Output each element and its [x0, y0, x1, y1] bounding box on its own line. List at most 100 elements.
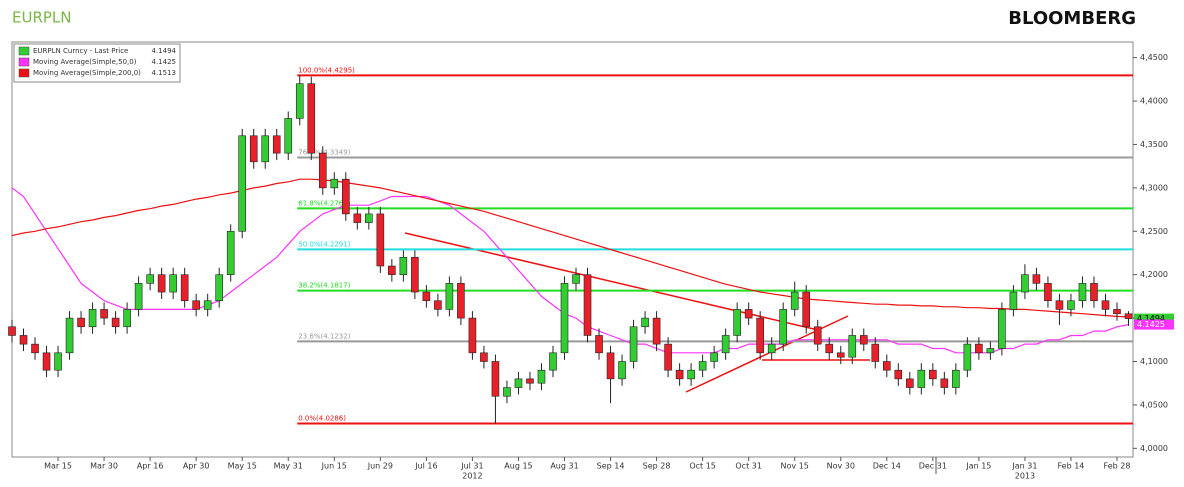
y-tick-label: 4,4000	[1140, 97, 1168, 106]
candle-body	[779, 309, 787, 345]
candle-body	[871, 343, 880, 362]
candle-body	[560, 283, 569, 354]
candle-body	[65, 317, 74, 354]
x-tick-label: Jan 31	[1011, 462, 1037, 471]
candle-body	[583, 274, 592, 336]
candle-body	[641, 317, 649, 328]
candle-body	[503, 387, 511, 397]
candle-body	[572, 274, 580, 284]
level-label: 38.2%(4.1817)	[298, 282, 350, 290]
candle-body	[618, 361, 626, 380]
legend-value: 4.1494	[152, 47, 177, 55]
candle-body	[376, 213, 385, 267]
x-tick-label: Dec 14	[873, 462, 901, 471]
x-tick-label: Jun 29	[367, 462, 393, 471]
value-tag-label: 4.1494	[1137, 314, 1165, 323]
candle-body	[342, 178, 350, 215]
candle-body	[157, 274, 166, 293]
candle-body	[756, 317, 764, 354]
candle-body	[169, 274, 177, 293]
candle-body	[1078, 283, 1087, 302]
candle-body	[664, 343, 672, 371]
candle-body	[606, 352, 615, 380]
level-label: 50.0%(4.2291)	[298, 240, 350, 248]
candle-body	[307, 83, 316, 154]
candle-body	[399, 257, 408, 275]
x-tick-label: Oct 31	[735, 462, 762, 471]
candle-body	[318, 152, 327, 189]
candle-body	[491, 361, 500, 397]
y-tick-label: 4,0500	[1140, 400, 1168, 409]
candle-body	[537, 369, 546, 384]
x-tick-label: Nov 30	[827, 462, 855, 471]
candle-body	[192, 300, 200, 310]
candle-body	[388, 265, 396, 275]
legend-value: 4.1513	[152, 69, 177, 77]
x-tick-label: Aug 31	[550, 462, 578, 471]
legend-box	[13, 43, 181, 83]
candle-body	[963, 343, 972, 371]
candle-body	[249, 135, 258, 163]
legend-swatch	[18, 46, 30, 56]
x-tick-label: Jun 15	[321, 462, 347, 471]
legend: EURPLN Curncy - Last Price 4.1494 Moving A…	[13, 43, 181, 83]
y-tick-label: 4,2500	[1140, 227, 1168, 236]
y-tick-label: 4,2000	[1140, 270, 1168, 279]
legend-value: 4.1425	[152, 58, 177, 66]
level-label: 61.8%(4.2764)	[298, 199, 350, 207]
candle-body	[284, 118, 293, 154]
candle-body	[422, 291, 431, 302]
candle-body	[813, 326, 822, 345]
candle-body	[180, 274, 189, 302]
candle-body	[330, 178, 339, 189]
value-tag	[1134, 319, 1174, 330]
candle-body	[295, 83, 304, 119]
candle-body	[698, 361, 707, 371]
candle-body	[940, 378, 949, 388]
candle-body	[54, 352, 62, 371]
candle-body	[952, 369, 960, 388]
candle-body	[882, 361, 891, 371]
x-tick-label: Sep 14	[597, 462, 625, 471]
x-tick-label: Jul 16	[414, 462, 437, 471]
x-tick-label: Feb 28	[1104, 462, 1131, 471]
candle-body	[1101, 300, 1110, 310]
candle-body	[894, 369, 903, 380]
legend-label: Moving Average(Simple,50,0)	[33, 58, 137, 66]
x-tick-label: Nov 15	[781, 462, 809, 471]
candle-body	[526, 378, 534, 384]
ma-line	[11, 178, 1129, 318]
candle-body	[1090, 283, 1098, 302]
candle-body	[31, 343, 39, 354]
candle-body	[825, 343, 834, 354]
candle-body	[859, 335, 868, 345]
candle-body	[1124, 313, 1133, 319]
x-tick-label: Sep 28	[643, 462, 671, 471]
candle-body	[986, 348, 995, 354]
candle-body	[480, 352, 488, 362]
x-tick-label: Mar 30	[90, 462, 118, 471]
candle-body	[1044, 283, 1052, 302]
y-tick-label: 4,3500	[1140, 140, 1168, 149]
legend-label: Moving Average(Simple,200,0)	[33, 69, 141, 77]
legend-label: EURPLN Curncy - Last Price	[33, 47, 128, 55]
candle-body	[975, 343, 983, 354]
candle-body	[146, 274, 154, 284]
x-tick-label: Jul 31	[460, 462, 483, 471]
candle-body	[468, 317, 477, 354]
candle-body	[19, 335, 28, 345]
candle-body	[917, 369, 926, 388]
x-tick-label: Feb 14	[1058, 462, 1085, 471]
candle-body	[215, 274, 223, 302]
candle-body	[767, 343, 776, 354]
symbol: EURPLN	[12, 9, 72, 27]
candle-body	[687, 369, 695, 380]
x-tick-label: May 15	[228, 462, 257, 471]
candle-body	[226, 230, 235, 275]
legend-swatch	[18, 57, 30, 67]
candle-body	[42, 352, 51, 371]
candle-body	[790, 291, 799, 310]
candle-body	[848, 335, 857, 358]
candle-body	[836, 352, 845, 358]
candle-body	[123, 309, 131, 328]
